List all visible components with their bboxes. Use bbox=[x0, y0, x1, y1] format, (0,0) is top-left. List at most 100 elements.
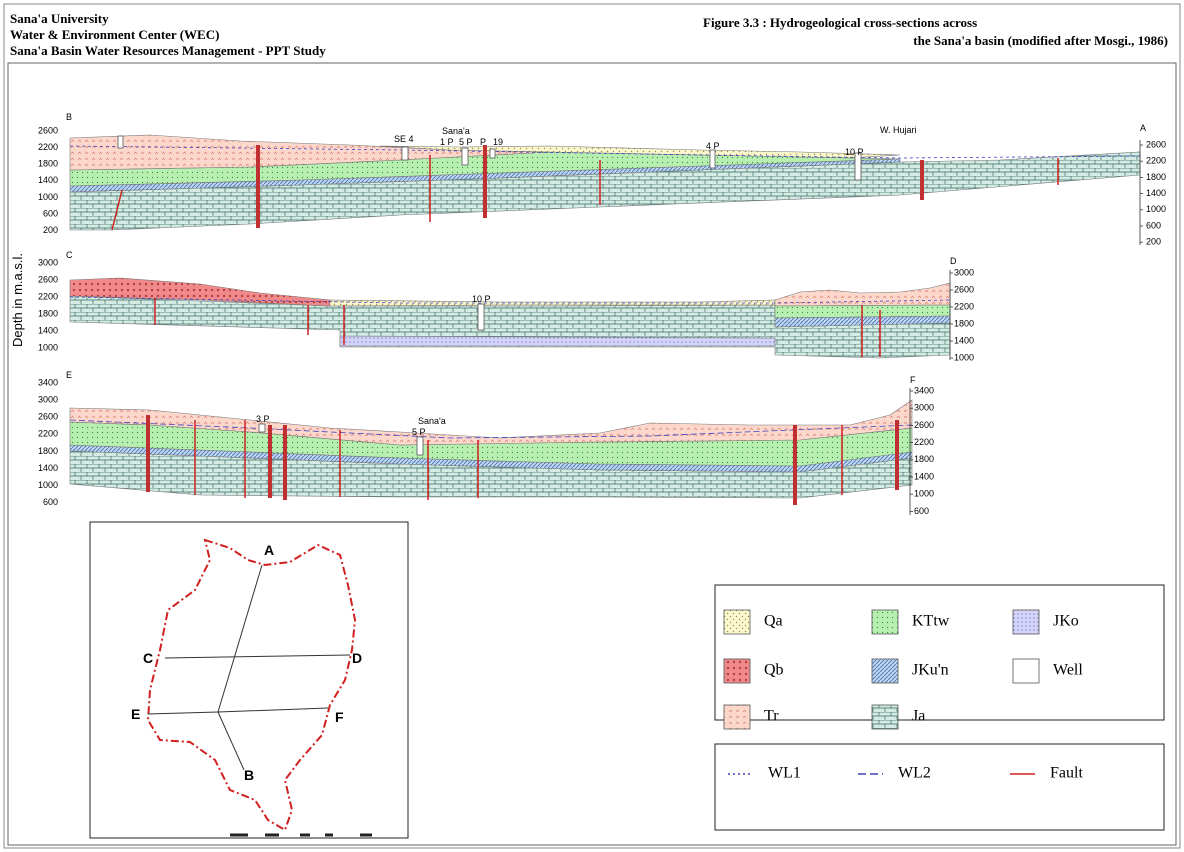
well-label: 10 P bbox=[845, 147, 864, 157]
section-label: E bbox=[66, 370, 72, 380]
well-symbol bbox=[490, 149, 495, 158]
legend-swatch bbox=[724, 659, 750, 683]
geologic-layer bbox=[775, 283, 950, 306]
header-line: Sana'a University bbox=[10, 11, 109, 26]
depth-tick-label: 1000 bbox=[38, 480, 58, 490]
depth-tick-label: 1000 bbox=[38, 192, 58, 202]
depth-tick-label: 2200 bbox=[954, 301, 974, 311]
shape bbox=[715, 744, 1164, 830]
well-symbol bbox=[118, 136, 123, 148]
depth-tick-label: 1000 bbox=[38, 342, 58, 352]
legend-label: JKo bbox=[1053, 613, 1079, 630]
shape bbox=[715, 585, 1164, 720]
legend-label: Well bbox=[1053, 662, 1083, 679]
section-label: B bbox=[66, 112, 72, 122]
well-label: 4 P bbox=[706, 141, 720, 151]
well-label: P bbox=[480, 137, 486, 147]
well-symbol bbox=[259, 424, 265, 432]
depth-tick-label: 3000 bbox=[38, 257, 58, 267]
section-e-f bbox=[70, 388, 912, 515]
legend-label: Qa bbox=[764, 613, 783, 630]
well-label: 5 P bbox=[412, 427, 426, 437]
depth-tick-label: 2600 bbox=[914, 420, 934, 430]
depth-tick-label: 2600 bbox=[38, 274, 58, 284]
depth-tick-label: 1800 bbox=[38, 308, 58, 318]
well-symbol bbox=[462, 148, 468, 165]
well-label: W. Hujari bbox=[880, 125, 917, 135]
y-axis-label: Depth in m.a.s.l. bbox=[10, 253, 25, 347]
depth-tick-label: 600 bbox=[43, 208, 58, 218]
map-label: B bbox=[244, 767, 254, 783]
depth-tick-label: 1400 bbox=[38, 325, 58, 335]
depth-tick-label: 1400 bbox=[954, 335, 974, 345]
depth-tick-label: 1400 bbox=[38, 463, 58, 473]
legend-label: Fault bbox=[1050, 765, 1083, 782]
well-label: 5 P bbox=[459, 137, 473, 147]
depth-tick-label: 3400 bbox=[38, 377, 58, 387]
legend-swatch bbox=[872, 610, 898, 634]
page: Sana'a University Water & Environment Ce… bbox=[0, 0, 1184, 852]
shape bbox=[90, 522, 408, 838]
depth-tick-label: 1000 bbox=[954, 352, 974, 362]
depth-tick-label: 200 bbox=[1146, 237, 1161, 247]
figure-title: the Sana'a basin (modified after Mosgi.,… bbox=[913, 33, 1168, 48]
depth-tick-label: 2200 bbox=[38, 429, 58, 439]
depth-tick-label: 1000 bbox=[914, 489, 934, 499]
depth-tick-label: 1400 bbox=[1146, 188, 1166, 198]
depth-tick-label: 3000 bbox=[954, 267, 974, 277]
depth-tick-label: 200 bbox=[43, 225, 58, 235]
section-label: A bbox=[1140, 123, 1146, 133]
depth-tick-label: 1800 bbox=[954, 318, 974, 328]
section-label: C bbox=[66, 250, 73, 260]
depth-tick-label: 1800 bbox=[1146, 172, 1166, 182]
well-symbol bbox=[855, 153, 861, 180]
depth-tick-label: 2200 bbox=[38, 291, 58, 301]
legend-label: Ja bbox=[912, 708, 925, 725]
depth-tick-label: 3000 bbox=[38, 394, 58, 404]
map-label: D bbox=[352, 650, 362, 666]
depth-tick-label: 2600 bbox=[954, 284, 974, 294]
legend-swatch bbox=[724, 705, 750, 729]
well-label: SE 4 bbox=[394, 134, 414, 144]
well-symbol bbox=[710, 150, 715, 168]
header-line: Water & Environment Center (WEC) bbox=[10, 27, 219, 42]
legend-swatch bbox=[724, 610, 750, 634]
depth-tick-label: 2200 bbox=[1146, 156, 1166, 166]
legend-label: Qb bbox=[764, 662, 784, 679]
depth-tick-label: 600 bbox=[43, 497, 58, 507]
section-c-d bbox=[70, 270, 950, 360]
map-label: A bbox=[264, 542, 274, 558]
figure-title: Figure 3.3 : Hydrogeological cross-secti… bbox=[703, 15, 977, 30]
legend-label: Tr bbox=[764, 708, 779, 725]
well-label: 10 P bbox=[472, 294, 491, 304]
legend-swatch bbox=[872, 659, 898, 683]
depth-tick-label: 600 bbox=[914, 506, 929, 516]
depth-tick-label: 2200 bbox=[38, 142, 58, 152]
legend-swatch bbox=[872, 705, 898, 729]
legend-swatch bbox=[1013, 659, 1039, 683]
depth-tick-label: 3000 bbox=[914, 403, 934, 413]
depth-tick-label: 2600 bbox=[38, 125, 58, 135]
depth-tick-label: 2200 bbox=[914, 437, 934, 447]
section-label: D bbox=[950, 256, 957, 266]
well-label: 1 P bbox=[440, 137, 454, 147]
location-map bbox=[90, 522, 408, 838]
section-b-a bbox=[70, 135, 1140, 245]
depth-tick-label: 600 bbox=[1146, 220, 1161, 230]
well-label: 3 P bbox=[256, 414, 270, 424]
legend-label: WL2 bbox=[898, 765, 931, 782]
depth-tick-label: 2600 bbox=[1146, 139, 1166, 149]
depth-tick-label: 2600 bbox=[38, 412, 58, 422]
depth-tick-label: 1400 bbox=[914, 471, 934, 481]
map-label: C bbox=[143, 650, 153, 666]
depth-tick-label: 1400 bbox=[38, 175, 58, 185]
well-symbol bbox=[478, 304, 484, 330]
legend-label: JKu'n bbox=[912, 662, 949, 679]
well-label: Sana'a bbox=[442, 126, 470, 136]
section-label: F bbox=[910, 375, 916, 385]
map-label: F bbox=[335, 709, 344, 725]
depth-tick-label: 1000 bbox=[1146, 204, 1166, 214]
legend-label: WL1 bbox=[768, 765, 801, 782]
well-symbol bbox=[402, 147, 408, 160]
well-symbol bbox=[417, 437, 423, 455]
